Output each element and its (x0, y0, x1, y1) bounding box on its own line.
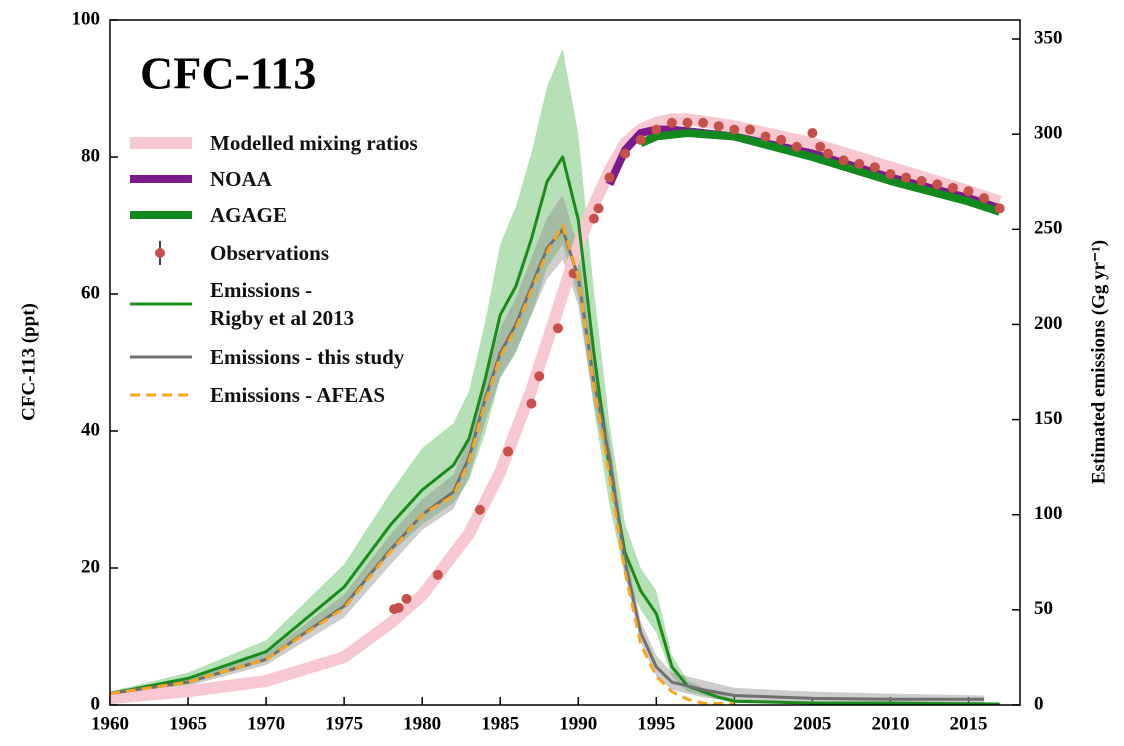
series-line (110, 113, 1002, 705)
observation-point (744, 124, 755, 135)
x-tick-label: 1970 (247, 713, 285, 734)
observation-point (401, 593, 412, 604)
observation-point (713, 121, 724, 132)
x-tick-label: 2010 (871, 713, 909, 734)
observation-point (838, 155, 849, 166)
observation-point (534, 371, 545, 382)
observation-point (666, 117, 677, 128)
legend-marker (155, 248, 165, 258)
observation-point (885, 169, 896, 180)
observation-point (604, 172, 615, 183)
observation-point (815, 141, 826, 152)
observation-point (823, 148, 834, 159)
observation-point (760, 131, 771, 142)
y2-tick-label: 300 (1034, 123, 1063, 144)
observation-point (916, 175, 927, 186)
x-tick-label: 1960 (91, 713, 129, 734)
y-tick-label: 60 (81, 282, 100, 303)
plot-frame (109, 19, 1021, 706)
legend-label: Observations (210, 241, 330, 265)
y-axis-label: CFC-113 (ppt) (18, 303, 39, 421)
observation-point (474, 504, 485, 515)
series-line (110, 224, 735, 705)
y-tick-label: 80 (81, 145, 100, 166)
y-tick-label: 100 (72, 8, 101, 29)
observation-point (651, 124, 662, 135)
legend-label: Modelled mixing ratios (210, 131, 418, 155)
observation-point (526, 398, 537, 409)
y2-tick-label: 50 (1034, 598, 1053, 619)
observation-point (994, 203, 1005, 214)
observation-point (979, 193, 990, 204)
observation-point (432, 569, 443, 580)
x-tick-label: 1990 (559, 713, 597, 734)
x-tick-label: 1965 (169, 713, 207, 734)
observation-point (869, 162, 880, 173)
uncertainty-band (110, 195, 985, 705)
y2-tick-label: 100 (1034, 503, 1063, 524)
observation-point (552, 323, 563, 334)
chart-title: CFC-113 (140, 48, 316, 99)
observation-point (776, 134, 787, 145)
series-line (110, 155, 1000, 705)
uncertainty-band (110, 48, 1000, 705)
y-tick-label: 40 (81, 419, 100, 440)
y2-tick-label: 350 (1034, 27, 1063, 48)
observation-point (503, 446, 514, 457)
legend-label: AGAGE (210, 203, 288, 227)
y2-tick-label: 0 (1034, 693, 1044, 714)
observation-point (963, 186, 974, 197)
legend-label: Emissions - this study (210, 345, 405, 369)
x-tick-label: 1980 (403, 713, 441, 734)
y-tick-label: 0 (91, 693, 101, 714)
x-tick-label: 2000 (715, 713, 753, 734)
observation-point (393, 602, 404, 613)
legend-label: NOAA (210, 167, 272, 191)
x-tick-label: 1995 (637, 713, 675, 734)
x-tick-label: 2005 (793, 713, 831, 734)
observation-point (729, 124, 740, 135)
observation-point (682, 117, 693, 128)
legend-label: Emissions - AFEAS (210, 383, 386, 407)
y2-tick-label: 250 (1034, 218, 1063, 239)
observation-point (947, 182, 958, 193)
observation-point (635, 134, 646, 145)
observation-point (791, 141, 802, 152)
observation-point (588, 213, 599, 224)
observation-point (593, 203, 604, 214)
observation-point (698, 117, 709, 128)
observation-point (932, 179, 943, 190)
x-tick-label: 1975 (325, 713, 363, 734)
x-tick-label: 2015 (949, 713, 987, 734)
legend-label: Emissions - Rigby et al 2013 (210, 278, 355, 330)
x-tick-label: 1985 (481, 713, 519, 734)
observation-point (901, 172, 912, 183)
y2-tick-label: 150 (1034, 408, 1063, 429)
observation-point (620, 148, 631, 159)
observation-point (807, 128, 818, 139)
y2-axis-label: Estimated emissions (Gg yr⁻¹) (1088, 240, 1109, 484)
series-line (639, 129, 1001, 216)
observation-point (854, 158, 865, 169)
y-tick-label: 20 (81, 556, 100, 577)
y2-tick-label: 200 (1034, 313, 1063, 334)
